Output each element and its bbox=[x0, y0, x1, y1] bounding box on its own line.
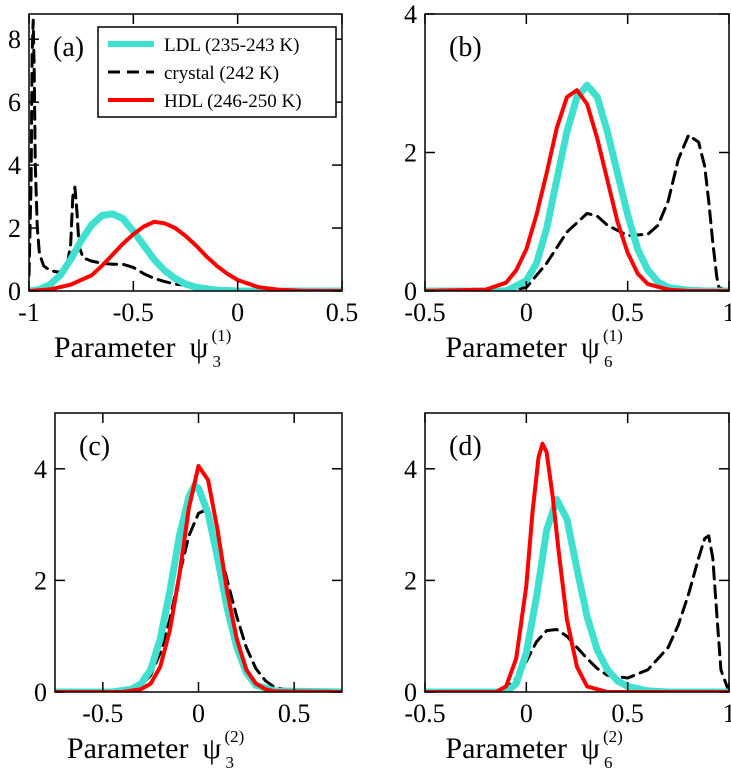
series-line-ldl bbox=[29, 210, 342, 291]
x-axis-superscript: (1) bbox=[603, 326, 623, 345]
y-tick-label: 8 bbox=[8, 25, 21, 54]
legend-label-ldl: LDL (235-243 K) bbox=[164, 35, 299, 56]
panel-label: (a) bbox=[53, 32, 84, 63]
x-axis-subscript: 6 bbox=[604, 753, 613, 772]
series-line-hdl bbox=[55, 464, 342, 692]
panel-1: -1 -0.5 0 0.5 0 2 4 6 8 (a) Parameter ψ (1) 3 bbox=[8, 13, 359, 371]
plot-frame bbox=[424, 412, 730, 693]
x-tick-label: -0.5 bbox=[113, 298, 154, 327]
series-group bbox=[425, 81, 729, 291]
series-group bbox=[425, 441, 729, 692]
x-tick-label: 0.5 bbox=[611, 298, 644, 327]
x-axis-symbol: ψ bbox=[203, 732, 222, 765]
series-line-crystal bbox=[425, 133, 729, 291]
x-tick-label: -1 bbox=[18, 298, 40, 327]
series-group bbox=[29, 18, 342, 291]
y-tick-label: 4 bbox=[404, 0, 417, 29]
x-axis-symbol: ψ bbox=[581, 732, 600, 765]
x-tick-label: 0.5 bbox=[611, 699, 644, 728]
x-tick-label: -0.5 bbox=[82, 699, 123, 728]
x-tick-label: 0 bbox=[192, 699, 205, 728]
legend: LDL (235-243 K) crystal (242 K) HDL (246… bbox=[97, 26, 337, 118]
y-tick-label: 2 bbox=[404, 139, 417, 168]
series-group bbox=[55, 464, 342, 692]
y-tick-label: 0 bbox=[404, 277, 417, 306]
panel-label: (c) bbox=[79, 431, 110, 462]
x-axis-superscript: (1) bbox=[212, 326, 232, 345]
x-tick-label: 1 bbox=[723, 699, 731, 728]
y-tick-label: 2 bbox=[34, 566, 47, 595]
series-line-ldl bbox=[425, 81, 729, 291]
series-line-hdl bbox=[29, 219, 342, 291]
x-tick-label: -0.5 bbox=[404, 699, 445, 728]
series-line-hdl bbox=[425, 441, 729, 692]
x-axis-symbol: ψ bbox=[581, 331, 600, 364]
y-tick-label: 4 bbox=[34, 455, 47, 484]
panel-3: -0.5 0 0.5 0 2 4 (c) Parameter ψ (2) 3 bbox=[34, 412, 343, 772]
y-tick-label: 0 bbox=[404, 678, 417, 707]
x-tick-label: 0 bbox=[231, 298, 244, 327]
y-tick-label: 6 bbox=[8, 88, 21, 117]
y-tick-label: 2 bbox=[8, 214, 21, 243]
x-tick-label: 0 bbox=[520, 699, 533, 728]
x-tick-label: 0.5 bbox=[278, 699, 311, 728]
y-tick-label: 4 bbox=[404, 455, 417, 484]
y-tick-label: 0 bbox=[8, 277, 21, 306]
x-axis-superscript: (2) bbox=[225, 727, 245, 746]
panel-label: (b) bbox=[449, 32, 482, 63]
legend-label-hdl: HDL (246-250 K) bbox=[164, 91, 302, 112]
x-axis-label: Parameter bbox=[67, 732, 189, 765]
x-tick-label: -0.5 bbox=[404, 298, 445, 327]
y-tick-label: 4 bbox=[8, 151, 21, 180]
x-tick-label: 1 bbox=[723, 298, 731, 327]
x-tick-label: 0.5 bbox=[326, 298, 359, 327]
x-axis-label: Parameter bbox=[54, 331, 176, 364]
x-axis-symbol: ψ bbox=[190, 331, 209, 364]
y-tick-label: 2 bbox=[404, 566, 417, 595]
x-axis-label: Parameter bbox=[445, 732, 567, 765]
x-axis-subscript: 3 bbox=[213, 352, 222, 371]
x-axis-subscript: 6 bbox=[604, 352, 613, 371]
x-axis-superscript: (2) bbox=[603, 727, 623, 746]
y-tick-label: 0 bbox=[34, 678, 47, 707]
legend-label-crystal: crystal (242 K) bbox=[164, 63, 279, 84]
x-tick-label: 0 bbox=[520, 298, 533, 327]
x-axis-label: Parameter bbox=[445, 331, 567, 364]
series-line-hdl bbox=[425, 88, 729, 291]
x-axis-subscript: 3 bbox=[226, 753, 235, 772]
series-line-crystal bbox=[55, 509, 342, 692]
plot-frame bbox=[28, 13, 343, 292]
panel-label: (d) bbox=[449, 431, 482, 462]
